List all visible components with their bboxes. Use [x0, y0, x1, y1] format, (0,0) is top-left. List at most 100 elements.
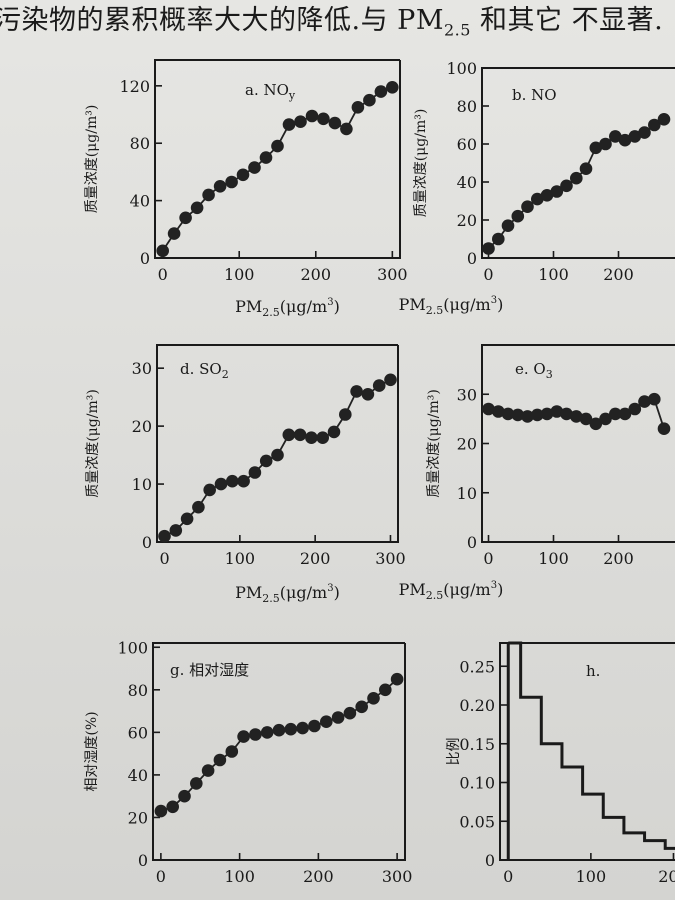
x-axis-label-superscript: 3	[327, 297, 333, 308]
x-tick-label: 300	[375, 549, 406, 568]
chart-title-main: g. 相对湿度	[170, 661, 249, 679]
x-axis-label-subscript: 2.5	[426, 589, 444, 602]
plot-frame	[481, 67, 675, 259]
y-tick-label: 0.20	[459, 696, 495, 715]
data-point	[294, 115, 307, 128]
x-tick-label: 200	[658, 867, 675, 886]
data-point	[190, 201, 204, 215]
x-axis-label: PM2.5(μg/m3)	[235, 583, 340, 605]
y-tick-label: 10	[132, 475, 152, 494]
x-axis-label-unit: (μg/m	[280, 297, 327, 316]
data-point	[213, 753, 227, 767]
x-axis-label-end: )	[334, 583, 340, 602]
data-point	[609, 407, 622, 421]
data-point	[180, 512, 194, 526]
x-tick-label: 200	[301, 265, 332, 284]
x-axis-label-main: PM	[235, 583, 262, 602]
data-point	[560, 179, 573, 193]
series-line	[160, 678, 398, 812]
data-point	[648, 118, 661, 132]
data-point	[169, 524, 183, 537]
y-tick-label: 0.10	[459, 774, 495, 793]
data-point	[305, 431, 318, 445]
y-tick-label: 0	[467, 249, 477, 268]
x-tick-label: 200	[603, 265, 634, 284]
data-point	[343, 706, 357, 720]
data-point	[511, 209, 525, 223]
x-axis-label-main: PM	[399, 295, 426, 314]
x-axis-label-end: )	[334, 297, 340, 316]
y-tick-label: 40	[130, 192, 150, 211]
x-tick-label: 100	[225, 549, 256, 568]
data-point	[340, 122, 353, 136]
x-axis-label-unit: (μg/m	[280, 583, 327, 602]
data-point	[628, 130, 642, 143]
data-point	[225, 745, 239, 758]
x-axis-label-main: PM	[235, 297, 262, 316]
data-point	[531, 408, 544, 422]
data-point	[379, 683, 392, 697]
x-tick-label: 200	[303, 867, 334, 886]
x-tick-label: 0	[483, 549, 493, 568]
y-tick-label: 0.05	[459, 812, 495, 831]
x-axis-label-subscript: 2.5	[426, 304, 444, 317]
data-point	[570, 171, 583, 185]
data-point	[190, 777, 203, 790]
x-axis-label-subscript: 2.5	[262, 306, 280, 319]
y-tick-label: 0.15	[459, 735, 495, 754]
x-axis-label-superscript: 3	[327, 583, 333, 594]
data-point	[260, 726, 274, 739]
y-axis-label: 质量浓度(μg/m³)	[426, 389, 442, 498]
y-tick-label: 0	[140, 249, 150, 268]
data-point	[248, 161, 261, 174]
chart-title-subscript: 3	[546, 368, 553, 381]
data-point	[521, 410, 534, 423]
data-point	[248, 466, 262, 479]
y-axis-label: 质量浓度(μg/m³)	[84, 105, 100, 214]
x-tick-label: 200	[603, 549, 634, 568]
data-point	[384, 373, 397, 387]
y-axis-label: 比例	[446, 738, 462, 766]
y-axis-label: 相对湿度(%)	[84, 711, 100, 791]
data-point	[550, 185, 564, 198]
data-point	[570, 410, 583, 423]
data-point	[282, 118, 296, 131]
data-point	[374, 85, 388, 98]
y-tick-label: 40	[457, 173, 477, 192]
data-point	[202, 188, 215, 202]
chart-title-main: b. NO	[512, 86, 557, 104]
data-point	[156, 244, 169, 258]
data-point	[501, 219, 515, 232]
data-point	[492, 232, 505, 246]
data-point	[511, 408, 525, 422]
x-axis-label-end: )	[497, 295, 503, 314]
data-point	[579, 162, 593, 175]
data-point	[550, 405, 564, 418]
data-point	[259, 454, 273, 468]
data-point	[272, 723, 286, 737]
header-text-after: 和其它 不显著.	[470, 5, 664, 36]
chart-a: 0 40 80 120 0 100 200 300 a. NOy 质量浓度(μg/m³) PM2.5…	[84, 59, 408, 319]
data-point	[521, 200, 534, 213]
step-line	[508, 641, 675, 850]
chart-title: g. 相对湿度	[170, 661, 249, 679]
data-point	[327, 425, 341, 439]
y-tick-label: 100	[446, 59, 477, 78]
data-point	[317, 112, 330, 126]
data-point	[361, 388, 375, 401]
chart-b: 0 20 40 60 80 100 0 100 200 b. NO 质量浓度(μg/m³) PM2.5…	[399, 59, 675, 317]
data-point	[236, 168, 250, 182]
x-axis-label: PM2.5(μg/m3)	[399, 295, 504, 317]
data-point	[599, 137, 612, 151]
plot-frame	[481, 344, 675, 543]
x-axis-label-main: PM	[399, 580, 426, 599]
data-point	[372, 379, 386, 392]
x-tick-label: 100	[224, 867, 255, 886]
data-point	[350, 385, 363, 398]
x-tick-label: 300	[377, 265, 408, 284]
x-tick-label: 200	[300, 549, 331, 568]
y-tick-label: 80	[457, 97, 477, 116]
data-point	[293, 428, 307, 442]
y-tick-label: 80	[130, 134, 150, 153]
